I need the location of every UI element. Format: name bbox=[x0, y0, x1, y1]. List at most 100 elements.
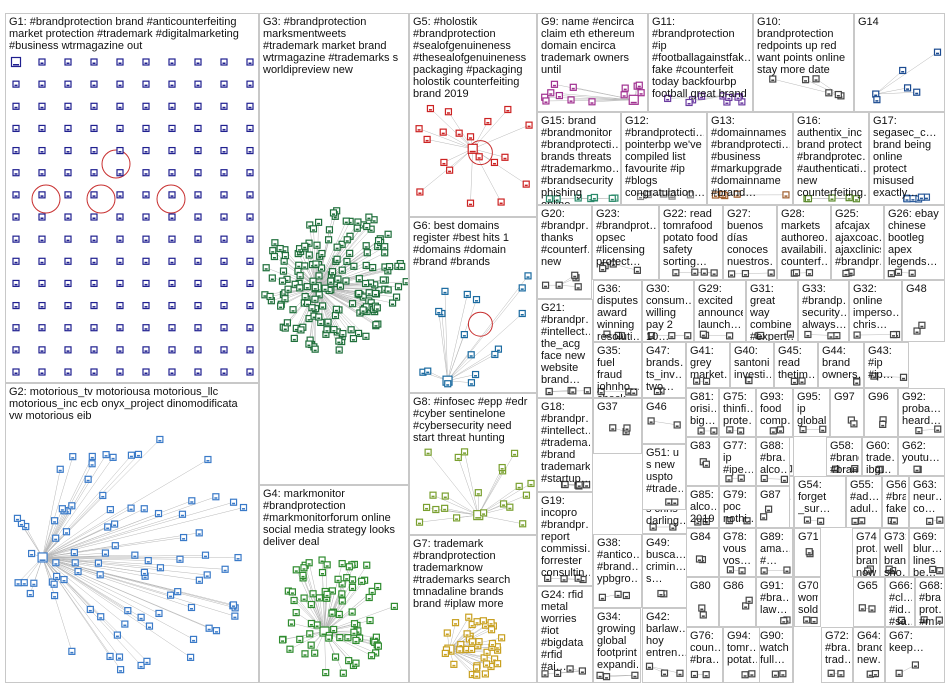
group-label: G96 bbox=[868, 391, 889, 403]
group-g31-nodes bbox=[755, 330, 795, 340]
group-g77-nodes bbox=[725, 474, 745, 483]
node bbox=[491, 350, 499, 359]
group-g9-nodes bbox=[541, 80, 645, 106]
edge bbox=[42, 557, 150, 627]
edge bbox=[322, 572, 325, 632]
node bbox=[647, 331, 655, 340]
node-avatar-mark bbox=[364, 265, 368, 268]
node-avatar-mark bbox=[147, 626, 151, 629]
node bbox=[311, 345, 319, 353]
node bbox=[12, 301, 20, 310]
node bbox=[498, 463, 506, 472]
node-avatar-mark bbox=[649, 336, 653, 338]
node-avatar-mark bbox=[728, 570, 732, 572]
node bbox=[899, 66, 907, 75]
node bbox=[12, 80, 20, 88]
node bbox=[201, 551, 210, 559]
group-cell-g87: G87 bbox=[756, 486, 790, 528]
node bbox=[578, 667, 586, 675]
node-avatar-mark bbox=[905, 199, 909, 201]
self-loop bbox=[467, 311, 493, 337]
node-avatar-mark bbox=[721, 96, 725, 98]
node-avatar-mark bbox=[476, 646, 480, 648]
node-avatar-mark bbox=[308, 634, 312, 636]
group-label: G22: read tomrafood potato food safety s… bbox=[663, 208, 719, 268]
node-avatar-mark bbox=[347, 567, 351, 569]
node-avatar-mark bbox=[281, 271, 285, 274]
node-avatar-mark bbox=[474, 300, 478, 302]
node-avatar-mark bbox=[486, 122, 490, 124]
node-avatar-mark bbox=[475, 668, 479, 670]
node-avatar-mark bbox=[92, 106, 96, 109]
node bbox=[187, 603, 196, 612]
node-avatar-mark bbox=[571, 391, 575, 393]
node-avatar-mark bbox=[592, 197, 596, 200]
node-avatar-mark bbox=[14, 195, 18, 197]
node bbox=[439, 128, 447, 136]
node-avatar-mark bbox=[520, 313, 524, 316]
node bbox=[345, 563, 353, 571]
node bbox=[246, 235, 254, 243]
group-cell-g32: G32: online imperso… chris… bbox=[849, 280, 902, 342]
node bbox=[142, 213, 150, 221]
node bbox=[440, 158, 448, 167]
group-g29-nodes bbox=[699, 330, 734, 340]
node-avatar-mark bbox=[400, 266, 404, 269]
group-g68-nodes bbox=[920, 616, 943, 624]
node bbox=[908, 269, 916, 277]
node bbox=[488, 639, 497, 648]
node-avatar-mark bbox=[474, 375, 478, 377]
node bbox=[895, 669, 903, 677]
group-label: G13: #domainnames #brandprotecti… #busin… bbox=[711, 115, 790, 199]
node bbox=[760, 513, 768, 521]
edge bbox=[324, 563, 343, 632]
node bbox=[633, 266, 641, 274]
node-avatar-mark bbox=[482, 513, 486, 515]
node bbox=[926, 517, 934, 525]
node-avatar-mark bbox=[814, 79, 818, 81]
node-avatar-mark bbox=[383, 247, 387, 249]
node-avatar-mark bbox=[673, 502, 677, 504]
edge bbox=[319, 597, 325, 632]
group-label: G45: read thetim… bbox=[778, 345, 815, 381]
node-avatar-mark bbox=[835, 336, 839, 338]
group-g60-nodes bbox=[875, 465, 884, 474]
group-label: G28: markets authoreo… availabili… count… bbox=[781, 208, 828, 268]
group-g16-nodes bbox=[803, 194, 860, 203]
group-cell-g26: G26: ebay chinese bootleg apex legends… bbox=[884, 205, 945, 280]
group-label: G54: forget _sur… bbox=[798, 479, 831, 515]
node bbox=[324, 318, 332, 326]
node-avatar-mark bbox=[344, 281, 348, 283]
node bbox=[99, 491, 107, 500]
edge bbox=[447, 348, 499, 381]
node bbox=[522, 491, 531, 499]
node bbox=[623, 424, 631, 432]
node-avatar-mark bbox=[517, 486, 521, 489]
node-avatar-mark bbox=[118, 128, 122, 131]
node-avatar-mark bbox=[924, 197, 928, 200]
node bbox=[864, 567, 872, 575]
edge bbox=[444, 508, 479, 516]
node bbox=[913, 465, 921, 473]
group-cell-g3: G3: #brandprotection marksmentweets #tra… bbox=[259, 13, 409, 485]
node-avatar-mark bbox=[361, 310, 365, 312]
node bbox=[64, 146, 72, 155]
node bbox=[725, 517, 733, 525]
edge bbox=[447, 354, 495, 381]
node-avatar-mark bbox=[14, 128, 18, 131]
node bbox=[142, 324, 150, 332]
node bbox=[90, 368, 98, 376]
node-avatar-mark bbox=[118, 306, 122, 308]
node-avatar-mark bbox=[106, 527, 110, 530]
node bbox=[38, 301, 46, 310]
node-avatar-mark bbox=[320, 560, 324, 563]
node bbox=[37, 552, 48, 563]
node bbox=[553, 195, 561, 203]
node-avatar-mark bbox=[630, 101, 637, 104]
group-cell-g14: G14 bbox=[854, 13, 945, 112]
node-avatar-mark bbox=[317, 598, 321, 600]
edge bbox=[42, 514, 183, 558]
group-cell-g8: G8: #infosec #epp #edr #cyber sentinelon… bbox=[409, 393, 537, 535]
node-avatar-mark bbox=[313, 299, 317, 302]
node bbox=[482, 660, 491, 668]
